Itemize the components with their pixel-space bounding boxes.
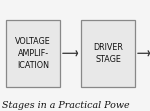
Text: DRIVER
STAGE: DRIVER STAGE: [93, 43, 123, 64]
Text: VOLTAGE
AMPLIF-
ICATION: VOLTAGE AMPLIF- ICATION: [15, 37, 51, 70]
Bar: [81, 20, 135, 87]
Bar: [6, 20, 60, 87]
Text: Stages in a Practical Powe: Stages in a Practical Powe: [2, 101, 129, 110]
